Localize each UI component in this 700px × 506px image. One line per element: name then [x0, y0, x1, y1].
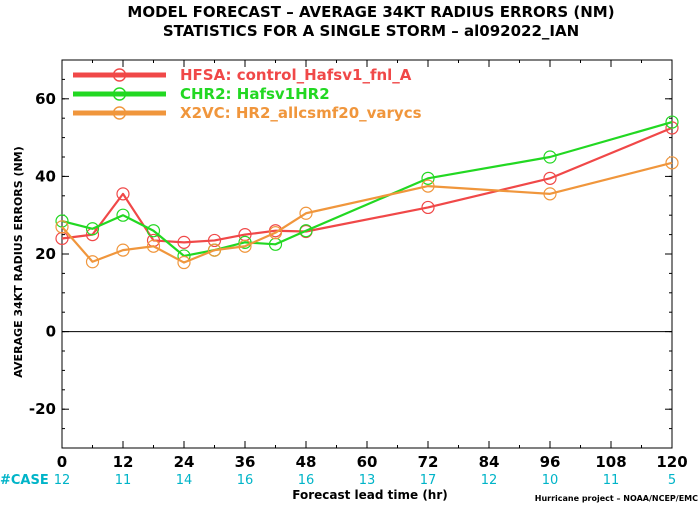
- data-point-2: [238, 239, 252, 253]
- data-point-1: [421, 171, 435, 185]
- x-tick-label: 12: [113, 453, 134, 471]
- data-point-2: [177, 255, 191, 270]
- data-point-1: [85, 222, 100, 236]
- y-axis: -20 0 20 40 60: [29, 59, 672, 449]
- data-point-2: [665, 156, 679, 170]
- case-counts: 12 11 14 16 16 13 17 12 10 11 5: [54, 473, 676, 488]
- y-axis-label: AVERAGE 34KT RADIUS ERRORS (NM): [12, 146, 25, 377]
- y-tick-label: -20: [29, 400, 56, 418]
- case-count: 16: [237, 473, 254, 488]
- data-point-2: [268, 226, 283, 240]
- series-line-1: [61, 121, 673, 258]
- data-point-1: [116, 208, 130, 222]
- x-tick-label: 108: [595, 453, 626, 471]
- x-tick-label: 96: [540, 453, 561, 471]
- data-point-2: [299, 206, 313, 220]
- data-point-2: [116, 243, 130, 257]
- legend-entry-1: CHR2: Hafsv1HR2: [180, 85, 330, 103]
- x-tick-label: 36: [235, 453, 256, 471]
- data-point-0: [543, 171, 557, 185]
- chart-subtitle: STATISTICS FOR A SINGLE STORM – al092022…: [163, 22, 579, 40]
- data-point-2: [146, 239, 161, 253]
- case-count: 5: [668, 473, 676, 488]
- data-point-0: [665, 121, 679, 135]
- series-line-2: [61, 161, 673, 264]
- case-count: 14: [176, 473, 193, 488]
- x-tick-label: 120: [656, 453, 687, 471]
- x-tick-label: 0: [57, 453, 67, 471]
- legend-marker-0: [112, 68, 127, 82]
- data-point-2: [85, 255, 100, 269]
- case-count: 12: [481, 473, 498, 488]
- data-point-0: [421, 200, 435, 215]
- y-tick-label: 0: [46, 323, 56, 341]
- case-count: 11: [115, 473, 132, 488]
- legend-marker-2: [112, 106, 127, 120]
- legend-entry-0: HFSA: control_Hafsv1_fnl_A: [180, 66, 412, 84]
- data-point-2: [421, 179, 435, 193]
- x-tick-label: 48: [296, 453, 317, 471]
- data-point-1: [665, 115, 679, 129]
- y-tick-label: 20: [35, 245, 56, 263]
- data-point-2: [55, 220, 69, 234]
- legend-marker-1: [112, 87, 127, 101]
- x-tick-label: 84: [479, 453, 500, 471]
- x-axis: 0 12 24 36 48 60 72 84 96 108 120: [57, 60, 688, 471]
- case-count: 12: [54, 473, 71, 488]
- y-tick-label: 40: [35, 167, 56, 185]
- legend-entry-2: X2VC: HR2_allcsmf20_varycs: [180, 104, 422, 122]
- x-tick-label: 24: [174, 453, 195, 471]
- case-count: 11: [603, 473, 620, 488]
- case-count: 16: [298, 473, 315, 488]
- data-point-2: [543, 187, 557, 201]
- x-tick-label: 72: [418, 453, 439, 471]
- x-axis-label: Forecast lead time (hr): [292, 488, 448, 502]
- data-point-1: [146, 224, 161, 238]
- data-point-1: [543, 150, 557, 164]
- series-layer: [55, 115, 679, 270]
- data-point-1: [299, 224, 313, 238]
- y-tick-label: 60: [35, 90, 56, 108]
- data-point-0: [116, 187, 130, 201]
- data-point-0: [207, 233, 222, 248]
- case-label: #CASE: [0, 473, 49, 488]
- data-point-2: [207, 243, 222, 257]
- x-tick-label: 60: [357, 453, 378, 471]
- series-line-0: [61, 126, 673, 244]
- case-count: 13: [359, 473, 376, 488]
- data-point-0: [177, 235, 191, 249]
- case-count: 17: [420, 473, 437, 488]
- chart-title: MODEL FORECAST – AVERAGE 34KT RADIUS ERR…: [127, 3, 614, 21]
- data-point-1: [238, 235, 252, 249]
- credit-text: Hurricane project – NOAA/NCEP/EMC: [535, 494, 698, 503]
- case-count: 10: [542, 473, 559, 488]
